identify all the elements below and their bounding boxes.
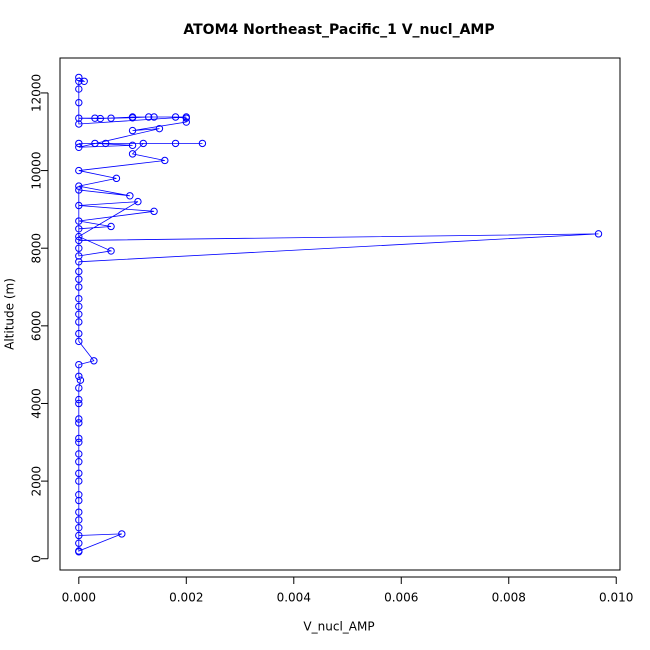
data-point <box>198 139 207 148</box>
data-point <box>118 530 126 538</box>
data-point <box>75 267 83 276</box>
data-point <box>171 139 180 148</box>
data-point <box>75 275 83 283</box>
x-tick-label: 0.008 <box>492 591 526 605</box>
chart-title: ATOM4 Northeast_Pacific_1 V_nucl_AMP <box>183 22 494 38</box>
data-point <box>75 236 83 245</box>
data-point <box>75 120 83 128</box>
data-point <box>75 415 83 423</box>
data-point <box>161 156 169 165</box>
data-point <box>134 197 142 206</box>
data-point <box>75 143 83 151</box>
data-point <box>107 247 115 255</box>
x-tick-label: 0.006 <box>384 591 418 605</box>
data-point <box>171 113 180 121</box>
y-tick-label: 8000 <box>30 233 44 264</box>
data-point <box>182 113 190 121</box>
data-point <box>75 252 83 260</box>
data-point <box>144 113 153 121</box>
data-point <box>76 376 85 384</box>
data-point <box>75 531 83 540</box>
data-point <box>75 77 83 85</box>
data-point <box>75 547 83 555</box>
data-point <box>75 302 83 311</box>
data-point <box>155 124 164 133</box>
data-point <box>75 244 83 252</box>
data-point <box>75 539 83 547</box>
data-point <box>75 329 83 338</box>
data-point <box>107 114 115 122</box>
data-point <box>128 126 137 135</box>
y-tick-label: 0 <box>30 555 44 563</box>
data-point <box>75 496 83 505</box>
data-point <box>75 182 83 190</box>
data-point <box>75 73 83 82</box>
data-point <box>139 139 148 148</box>
data-point <box>126 192 134 200</box>
data-point <box>75 114 83 122</box>
data-point <box>75 384 83 392</box>
data-point <box>75 201 83 210</box>
y-tick-label: 2000 <box>30 466 44 497</box>
y-tick-label: 10000 <box>30 151 44 189</box>
data-point <box>75 98 83 107</box>
data-point <box>75 294 83 303</box>
data-point <box>75 372 83 381</box>
data-point <box>75 457 83 466</box>
data-point <box>75 477 83 485</box>
data-point <box>75 310 83 318</box>
data-point <box>150 207 158 216</box>
data-point <box>75 490 83 499</box>
y-tick-label: 4000 <box>30 388 44 419</box>
data-point <box>75 523 83 532</box>
data-point <box>75 516 83 524</box>
plot-frame <box>59 57 621 571</box>
data-point <box>107 222 115 231</box>
data-point <box>75 438 83 446</box>
data-point <box>75 258 83 266</box>
y-tick-label: 12000 <box>30 74 44 112</box>
data-line <box>77 77 599 552</box>
data-point <box>75 508 83 516</box>
x-axis-label: V_nucl_AMP <box>303 620 374 634</box>
data-point <box>75 395 83 404</box>
x-tick-label: 0.000 <box>62 591 96 605</box>
data-point <box>182 118 190 126</box>
data-point <box>75 399 83 408</box>
data-point <box>150 113 158 121</box>
data-point <box>128 113 137 121</box>
data-point <box>75 318 83 326</box>
data-point <box>90 357 98 365</box>
data-point <box>101 139 110 148</box>
data-point <box>75 434 83 443</box>
x-tick-label: 0.002 <box>169 591 203 605</box>
data-point <box>75 85 83 93</box>
data-point <box>128 141 137 150</box>
data-point <box>91 114 99 122</box>
data-point <box>75 469 83 478</box>
data-point <box>75 225 83 233</box>
data-point <box>112 174 121 183</box>
data-point <box>91 139 99 148</box>
data-point <box>75 450 83 458</box>
data-point <box>75 419 83 427</box>
y-tick-label: 6000 <box>30 311 44 342</box>
data-point <box>75 360 83 369</box>
data-point <box>75 139 83 148</box>
data-point <box>96 114 105 123</box>
data-point <box>128 150 137 158</box>
data-point <box>75 217 83 225</box>
data-point <box>80 77 88 85</box>
data-point <box>75 186 83 194</box>
x-tick-label: 0.004 <box>277 591 311 605</box>
x-tick-label: 0.010 <box>599 591 633 605</box>
data-point <box>75 166 83 175</box>
data-point <box>75 337 83 346</box>
y-axis-label: Altitude (m) <box>3 278 17 350</box>
data-point <box>75 283 83 291</box>
data-point <box>594 230 603 238</box>
data-point <box>75 232 83 241</box>
